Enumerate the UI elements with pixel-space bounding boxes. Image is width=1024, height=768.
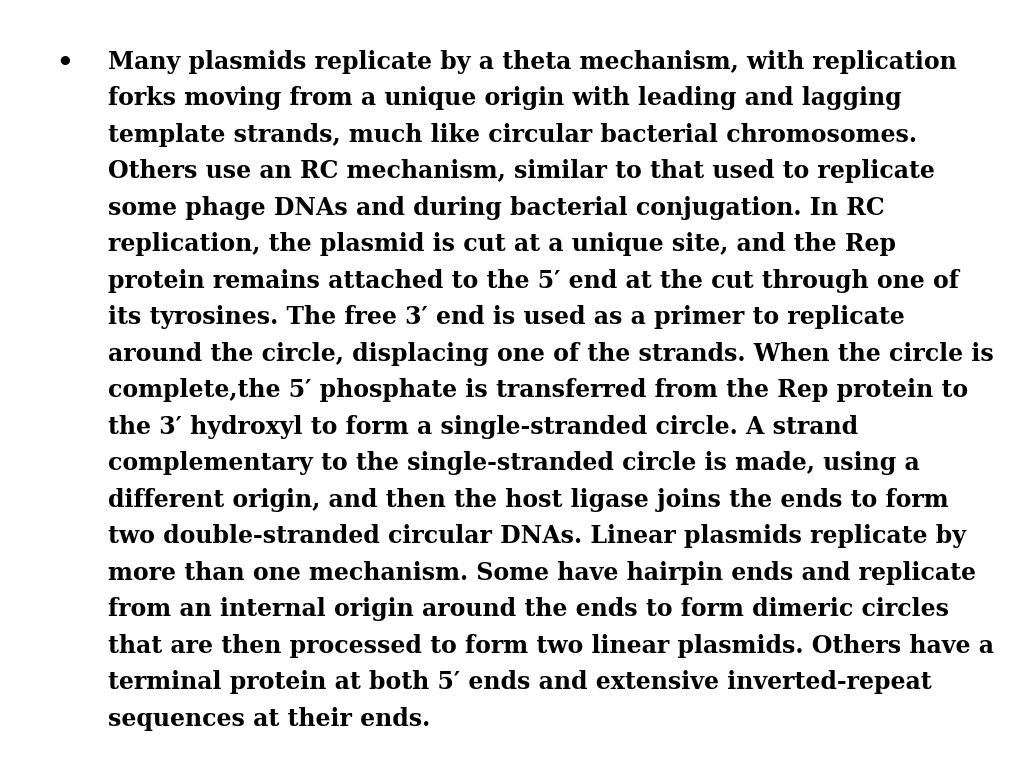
Text: that are then processed to form two linear plasmids. Others have a: that are then processed to form two line… xyxy=(108,634,993,657)
Text: sequences at their ends.: sequences at their ends. xyxy=(108,707,430,730)
Text: around the circle, displacing one of the strands. When the circle is: around the circle, displacing one of the… xyxy=(108,342,993,366)
Text: from an internal origin around the ends to form dimeric circles: from an internal origin around the ends … xyxy=(108,597,948,621)
Text: complete,the 5′ phosphate is transferred from the Rep protein to: complete,the 5′ phosphate is transferred… xyxy=(108,378,968,402)
Text: template strands, much like circular bacterial chromosomes.: template strands, much like circular bac… xyxy=(108,123,916,147)
Text: protein remains attached to the 5′ end at the cut through one of: protein remains attached to the 5′ end a… xyxy=(108,269,958,293)
Text: replication, the plasmid is cut at a unique site, and the Rep: replication, the plasmid is cut at a uni… xyxy=(108,232,896,257)
Text: different origin, and then the host ligase joins the ends to form: different origin, and then the host liga… xyxy=(108,488,948,511)
Text: forks moving from a unique origin with leading and lagging: forks moving from a unique origin with l… xyxy=(108,87,901,111)
Text: terminal protein at both 5′ ends and extensive inverted-repeat: terminal protein at both 5′ ends and ext… xyxy=(108,670,931,694)
Text: its tyrosines. The free 3′ end is used as a primer to replicate: its tyrosines. The free 3′ end is used a… xyxy=(108,305,904,329)
Text: Many plasmids replicate by a theta mechanism, with replication: Many plasmids replicate by a theta mecha… xyxy=(108,50,956,74)
Text: complementary to the single-stranded circle is made, using a: complementary to the single-stranded cir… xyxy=(108,451,920,475)
Text: Others use an RC mechanism, similar to that used to replicate: Others use an RC mechanism, similar to t… xyxy=(108,159,934,184)
Text: the 3′ hydroxyl to form a single-stranded circle. A strand: the 3′ hydroxyl to form a single-strande… xyxy=(108,415,858,439)
Text: more than one mechanism. Some have hairpin ends and replicate: more than one mechanism. Some have hairp… xyxy=(108,561,976,584)
Text: some phage DNAs and during bacterial conjugation. In RC: some phage DNAs and during bacterial con… xyxy=(108,196,884,220)
Text: •: • xyxy=(56,50,73,75)
Text: two double-stranded circular DNAs. Linear plasmids replicate by: two double-stranded circular DNAs. Linea… xyxy=(108,524,966,548)
